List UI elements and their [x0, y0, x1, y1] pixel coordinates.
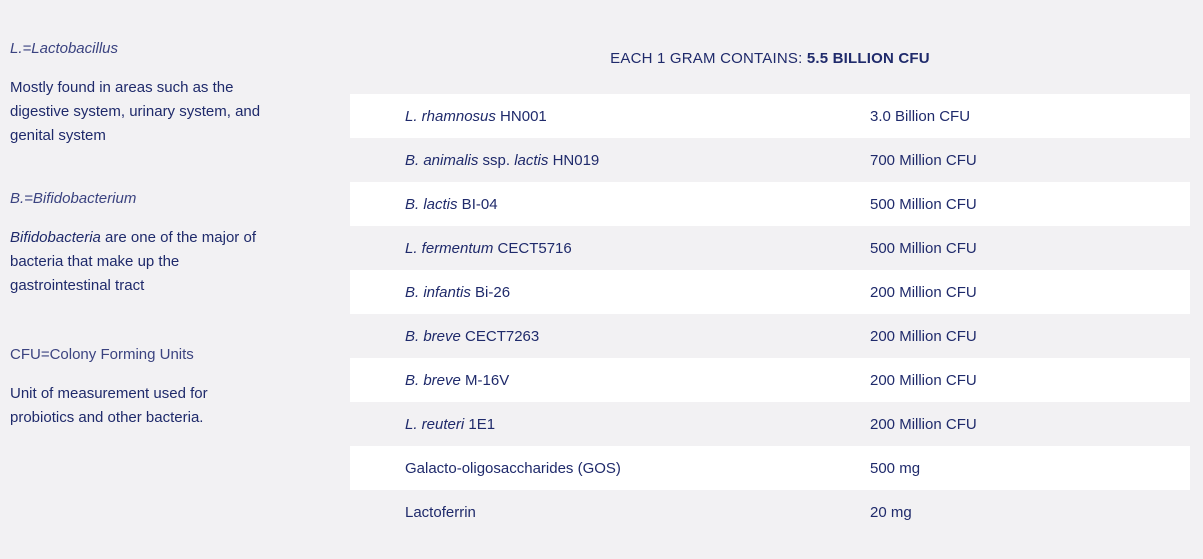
ingredient-amount: 3.0 Billion CFU	[870, 107, 971, 125]
ingredient-name-italic: B. breve	[405, 327, 461, 345]
ingredient-amount: 500 mg	[870, 459, 921, 477]
table-row: B. breve CECT7263 200 Million CFU	[350, 314, 1190, 358]
ingredient-name: B. infantis Bi-26	[350, 284, 870, 301]
definition-term: B.=Bifidobacterium	[10, 190, 137, 207]
ingredient-name-rest: Lactoferrin	[405, 503, 476, 521]
table-row: B. lactis BI-04 500 Million CFU	[350, 182, 1190, 226]
ingredient-name-rest: CECT7263	[460, 327, 540, 345]
table-row: Galacto-oligosaccharides (GOS) 500 mg	[350, 446, 1190, 490]
ingredient-name-rest: Galacto-oligosaccharides (GOS)	[405, 459, 621, 477]
ingredient-name-rest: 1E1	[464, 415, 496, 433]
ingredient-name: Galacto-oligosaccharides (GOS)	[350, 460, 870, 477]
table-heading: EACH 1 GRAM CONTAINS: 5.5 BILLION CFU	[350, 48, 1190, 70]
ingredient-name-rest: CECT5716	[493, 239, 572, 257]
ingredient-name: B. lactis BI-04	[350, 196, 870, 213]
ingredient-name-italic: B. breve	[405, 371, 461, 389]
ingredient-name: B. breve M-16V	[350, 372, 870, 389]
definition-term: CFU=Colony Forming Units	[10, 346, 194, 363]
ingredient-name: L. fermentum CECT5716	[350, 240, 870, 257]
table-row: L. fermentum CECT5716 500 Million CFU	[350, 226, 1190, 270]
ingredient-name-rest: Bi-26	[470, 283, 511, 301]
table-heading-prefix: EACH 1 GRAM CONTAINS:	[610, 50, 807, 67]
ingredient-name-rest: HN019	[548, 151, 600, 169]
definition-description-text: are one of the major of bacteria that ma…	[10, 229, 256, 294]
table-row: B. infantis Bi-26 200 Million CFU	[350, 270, 1190, 314]
definition-description-italic: Bifidobacteria	[10, 229, 101, 246]
table-row: L. reuteri 1E1 200 Million CFU	[350, 402, 1190, 446]
definition-description-text: Unit of measurement used for probiotics …	[10, 385, 208, 426]
definition-description: Bifidobacteria are one of the major of b…	[10, 226, 270, 298]
ingredient-amount: 20 mg	[870, 503, 912, 521]
definition-cfu: CFU=Colony Forming Units Unit of measure…	[10, 344, 270, 430]
ingredient-amount: 700 Million CFU	[870, 151, 977, 169]
definition-term: L.=Lactobacillus	[10, 40, 118, 57]
ingredient-amount: 500 Million CFU	[870, 239, 977, 257]
definition-bifidobacterium: B.=Bifidobacterium Bifidobacteria are on…	[10, 188, 270, 298]
ingredient-amount: 200 Million CFU	[870, 283, 977, 301]
definition-description: Mostly found in areas such as the digest…	[10, 76, 270, 148]
table-heading-total: 5.5 BILLION CFU	[806, 50, 930, 67]
definition-lactobacillus: L.=Lactobacillus Mostly found in areas s…	[10, 38, 270, 148]
ingredient-name: B. animalis ssp. lactis HN019	[350, 152, 870, 169]
ingredient-name-italic: L. rhamnosus	[405, 107, 496, 125]
ingredient-name-italic: B. infantis	[405, 283, 471, 301]
ingredient-name-italic: L. fermentum	[405, 239, 494, 257]
table-row: B. animalis ssp. lactis HN019 700 Millio…	[350, 138, 1190, 182]
ingredient-name: L. rhamnosus HN001	[350, 108, 870, 125]
ingredient-name-italic: L. reuteri	[405, 415, 465, 433]
definition-description-text: Mostly found in areas such as the digest…	[10, 79, 261, 144]
ingredients-table: L. rhamnosus HN001 3.0 Billion CFU B. an…	[350, 94, 1190, 534]
ingredient-name-italic: B. animalis	[405, 151, 479, 169]
ingredient-name: B. breve CECT7263	[350, 328, 870, 345]
ingredient-amount: 200 Million CFU	[870, 371, 977, 389]
ingredient-name-mid: ssp.	[478, 151, 515, 169]
ingredient-name-italic: B. lactis	[405, 195, 458, 213]
ingredient-name-rest: HN001	[495, 107, 547, 125]
definitions-sidebar: L.=Lactobacillus Mostly found in areas s…	[10, 38, 270, 470]
table-row: B. breve M-16V 200 Million CFU	[350, 358, 1190, 402]
ingredient-name-rest: BI-04	[457, 195, 498, 213]
ingredient-name: Lactoferrin	[350, 504, 870, 521]
table-row: L. rhamnosus HN001 3.0 Billion CFU	[350, 94, 1190, 138]
ingredient-amount: 200 Million CFU	[870, 327, 977, 345]
ingredient-name: L. reuteri 1E1	[350, 416, 870, 433]
ingredient-amount: 500 Million CFU	[870, 195, 977, 213]
ingredient-name-italic-2: lactis	[514, 151, 549, 169]
definition-description: Unit of measurement used for probiotics …	[10, 382, 270, 430]
ingredient-name-rest: M-16V	[460, 371, 510, 389]
ingredient-amount: 200 Million CFU	[870, 415, 977, 433]
table-row: Lactoferrin 20 mg	[350, 490, 1190, 534]
